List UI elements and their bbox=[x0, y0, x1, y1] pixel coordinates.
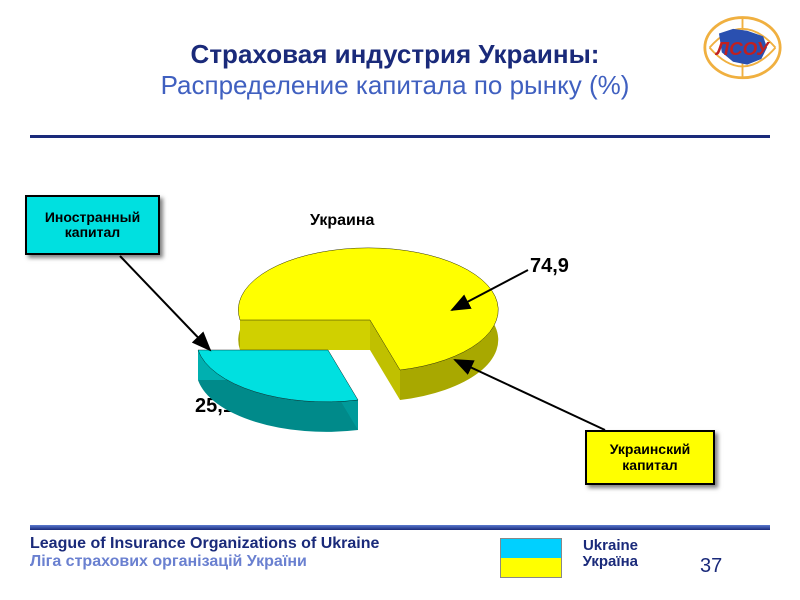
callout-ukrainian-text: Украинский капитал bbox=[610, 442, 691, 473]
title-line-2: Распределение капитала по рынку (%) bbox=[55, 70, 735, 101]
flag-label-en: Ukraine bbox=[583, 537, 638, 554]
footer-org-en: League of Insurance Organizations of Ukr… bbox=[30, 535, 379, 552]
pie-chart bbox=[170, 220, 520, 460]
callout-ukrainian-capital: Украинский капитал bbox=[585, 430, 715, 485]
footer-divider bbox=[30, 525, 770, 530]
slide-title: Страховая индустрия Украины: Распределен… bbox=[55, 40, 735, 101]
ukraine-flag-icon bbox=[500, 538, 562, 578]
value-label-ukraine: 74,9 bbox=[530, 255, 569, 278]
page-number: 37 bbox=[700, 555, 722, 578]
flag-label-uk: Україна bbox=[583, 553, 638, 570]
footer-org-uk: Ліга страхових організацій України bbox=[30, 553, 307, 570]
title-line-1: Страховая индустрия Украины: bbox=[55, 40, 735, 70]
slide: ЛСОУ Страховая индустрия Украины: Распре… bbox=[0, 0, 800, 600]
footer-org: League of Insurance Organizations of Ukr… bbox=[30, 535, 440, 572]
flag-labels: Ukraine Україна bbox=[570, 538, 638, 570]
callout-foreign-text: Иностранный капитал bbox=[45, 210, 140, 241]
title-underline bbox=[30, 135, 770, 138]
callout-foreign-capital: Иностранный капитал bbox=[25, 195, 160, 255]
